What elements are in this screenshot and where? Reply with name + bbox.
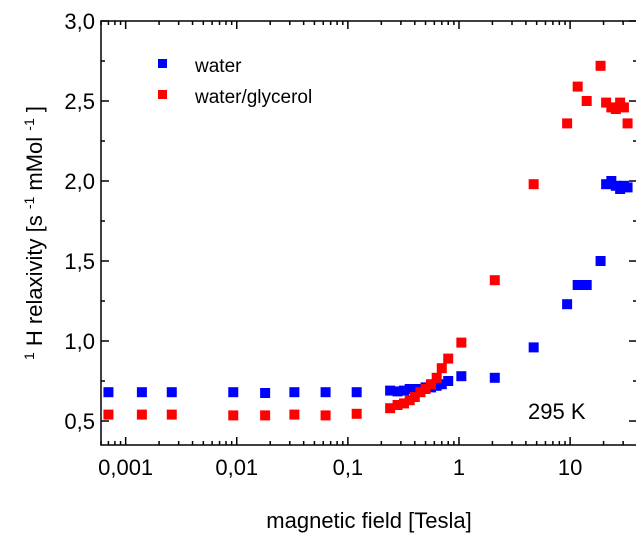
y-tick-label: 1,5 bbox=[64, 249, 95, 274]
legend-label-water: water bbox=[194, 56, 242, 77]
y-axis-title-sup-3: -1 bbox=[21, 118, 37, 131]
water-glycerol-data-point bbox=[103, 409, 114, 420]
water-data-point bbox=[289, 387, 300, 398]
temperature-annotation: 295 K bbox=[528, 399, 586, 424]
water-glycerol-data-point bbox=[399, 398, 410, 409]
water-glycerol-data-point bbox=[436, 363, 447, 374]
water-glycerol-data-point bbox=[260, 410, 271, 421]
y-tick-label: 3,0 bbox=[64, 9, 95, 34]
y-tick-label: 1,0 bbox=[64, 329, 95, 354]
water-glycerol-data-point bbox=[351, 408, 362, 419]
x-tick-label: 0,001 bbox=[98, 455, 153, 480]
y-axis-title-part-3: ] bbox=[22, 106, 47, 112]
water-data-point bbox=[572, 280, 583, 290]
water-data-point bbox=[601, 179, 612, 190]
water-glycerol-data-point bbox=[136, 409, 147, 420]
water-data-point bbox=[443, 376, 454, 386]
water-glycerol-data-point bbox=[456, 337, 467, 348]
x-tick-label: 10 bbox=[558, 455, 582, 480]
water-data-point bbox=[103, 387, 114, 398]
y-axis-title-part-2: mMol bbox=[22, 137, 47, 191]
water-glycerol-data-point bbox=[528, 179, 539, 190]
water-data-point bbox=[385, 385, 396, 396]
water-glycerol-data-point bbox=[320, 410, 331, 421]
water-data-point bbox=[581, 280, 592, 290]
x-tick-label: 1 bbox=[453, 455, 465, 480]
legend: water water/glycerol bbox=[158, 56, 312, 108]
water-glycerol-data-point bbox=[404, 395, 415, 406]
x-axis-title: magnetic field [Tesla] bbox=[266, 508, 471, 533]
water-glycerol-data-point bbox=[622, 118, 633, 129]
water-data-point bbox=[436, 379, 447, 390]
water-glycerol-data-point bbox=[415, 387, 426, 398]
y-axis-title-sup-1: 1 bbox=[21, 352, 37, 360]
data-points bbox=[103, 60, 633, 421]
water-data-point bbox=[489, 372, 500, 383]
water-data-point bbox=[431, 380, 442, 391]
water-glycerol-data-point bbox=[572, 81, 583, 92]
water-data-point bbox=[228, 387, 239, 398]
water-glycerol-data-point bbox=[610, 104, 621, 114]
water-glycerol-data-point bbox=[618, 102, 629, 113]
water-glycerol-data-point bbox=[431, 372, 442, 383]
water-data-point bbox=[392, 386, 403, 397]
water-data-point bbox=[260, 388, 271, 398]
water-data-point bbox=[528, 342, 539, 353]
water-data-point bbox=[166, 387, 177, 398]
water-glycerol-data-point bbox=[228, 410, 239, 421]
y-tick-label: 2,5 bbox=[64, 89, 95, 114]
legend-marker-water-glycerol bbox=[158, 90, 167, 99]
y-axis-title-part-1: H relaxivity [s bbox=[22, 215, 47, 346]
water-glycerol-data-point bbox=[601, 97, 612, 108]
water-glycerol-data-point bbox=[443, 353, 454, 364]
water-glycerol-data-point bbox=[562, 118, 573, 129]
water-data-point bbox=[562, 299, 573, 310]
y-tick-label: 2,0 bbox=[64, 169, 95, 194]
water-glycerol-data-point bbox=[581, 96, 592, 106]
water-data-point bbox=[622, 182, 633, 193]
water-glycerol-data-point bbox=[385, 403, 396, 414]
plot-frame bbox=[100, 20, 636, 446]
x-tick-label: 0,01 bbox=[215, 455, 258, 480]
y-axis-title: 1 H relaxivity [s -1 mMol -1 ] bbox=[14, 106, 47, 360]
water-glycerol-data-point bbox=[420, 384, 431, 394]
axis-ticks bbox=[100, 20, 636, 445]
y-tick-label: 0,5 bbox=[64, 409, 95, 434]
x-tick-label: 0,1 bbox=[333, 455, 364, 480]
y-axis-title-sup-2: -1 bbox=[21, 197, 37, 210]
water-data-point bbox=[409, 384, 420, 394]
water-glycerol-data-point bbox=[409, 392, 420, 402]
tick-labels: 0,5 1,0 1,5 2,0 2,5 3,0 0,001 0,01 0,1 1 10 bbox=[64, 9, 582, 480]
water-data-point bbox=[456, 371, 467, 382]
water-glycerol-data-point bbox=[166, 409, 177, 420]
legend-marker-water bbox=[158, 59, 167, 68]
water-data-point bbox=[404, 384, 415, 394]
legend-label-water-glycerol: water/glycerol bbox=[194, 87, 312, 108]
water-data-point bbox=[351, 387, 362, 398]
water-data-point bbox=[595, 256, 606, 266]
water-data-point bbox=[320, 387, 331, 398]
water-glycerol-data-point bbox=[426, 379, 437, 390]
water-glycerol-data-point bbox=[489, 275, 500, 286]
water-glycerol-data-point bbox=[289, 409, 300, 420]
water-glycerol-data-point bbox=[595, 60, 606, 71]
water-data-point bbox=[399, 385, 410, 396]
water-glycerol-data-point bbox=[392, 400, 403, 410]
water-data-point bbox=[136, 387, 147, 398]
